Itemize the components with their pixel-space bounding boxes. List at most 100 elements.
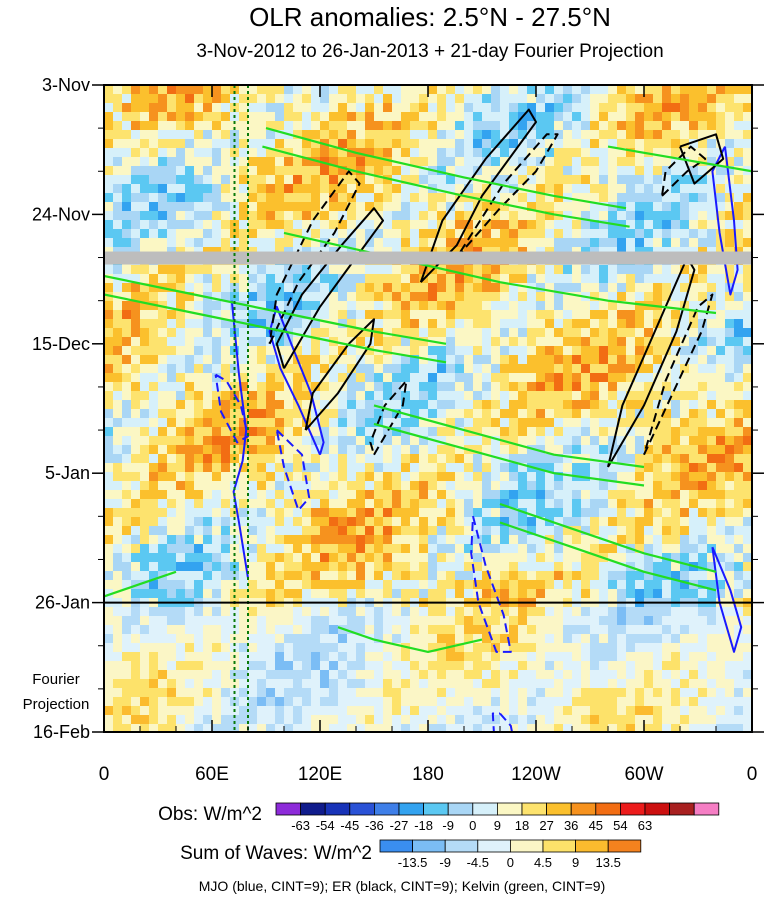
heatmap-cell: [698, 688, 708, 698]
heatmap-cell: [590, 409, 600, 419]
heatmap-cell: [527, 94, 537, 104]
heatmap-cell: [221, 472, 231, 482]
heatmap-cell: [572, 625, 582, 635]
heatmap-cell: [518, 418, 528, 428]
heatmap-cell: [725, 337, 735, 347]
heatmap-cell: [365, 652, 375, 662]
heatmap-cell: [122, 292, 132, 302]
heatmap-cell: [455, 337, 465, 347]
heatmap-cell: [743, 265, 752, 275]
heatmap-cell: [563, 94, 573, 104]
heatmap-cell: [545, 481, 555, 491]
heatmap-cell: [662, 400, 672, 410]
heatmap-cell: [194, 139, 204, 149]
heatmap-cell: [194, 688, 204, 698]
heatmap-cell: [158, 436, 168, 446]
heatmap-cell: [473, 274, 483, 284]
heatmap-cell: [437, 607, 447, 617]
heatmap-cell: [149, 211, 159, 221]
heatmap-cell: [266, 688, 276, 698]
heatmap-cell: [644, 373, 654, 383]
heatmap-cell: [482, 193, 492, 203]
heatmap-cell: [113, 283, 123, 293]
heatmap-cell: [347, 391, 357, 401]
heatmap-cell: [338, 283, 348, 293]
heatmap-cell: [491, 148, 501, 158]
heatmap-cell: [329, 499, 339, 509]
heatmap-cell: [275, 571, 285, 581]
heatmap-cell: [104, 85, 114, 95]
heatmap-cell: [482, 364, 492, 374]
heatmap-cell: [320, 166, 330, 176]
heatmap-cell: [185, 328, 195, 338]
heatmap-cell: [671, 202, 681, 212]
heatmap-cell: [536, 427, 546, 437]
heatmap-cell: [257, 499, 267, 509]
heatmap-cell: [473, 697, 483, 707]
heatmap-cell: [302, 112, 312, 122]
heatmap-cell: [356, 202, 366, 212]
heatmap-cell: [680, 121, 690, 131]
heatmap-cell: [329, 409, 339, 419]
heatmap-cell: [194, 670, 204, 680]
heatmap-cell: [374, 472, 384, 482]
heatmap-cell: [383, 103, 393, 113]
heatmap-cell: [599, 229, 609, 239]
heatmap-cell: [464, 139, 474, 149]
heatmap-cell: [653, 454, 663, 464]
heatmap-cell: [716, 166, 726, 176]
heatmap-cell: [689, 85, 699, 95]
heatmap-cell: [617, 508, 627, 518]
heatmap-cell: [374, 292, 384, 302]
heatmap-cell: [716, 400, 726, 410]
heatmap-cell: [329, 427, 339, 437]
heatmap-cell: [113, 373, 123, 383]
heatmap-cell: [491, 634, 501, 644]
heatmap-cell: [212, 220, 222, 230]
heatmap-cell: [293, 229, 303, 239]
heatmap-cell: [131, 517, 141, 527]
heatmap-cell: [437, 202, 447, 212]
heatmap-cell: [347, 670, 357, 680]
heatmap-cell: [284, 472, 294, 482]
heatmap-cell: [662, 238, 672, 248]
heatmap-cell: [734, 355, 744, 365]
heatmap-cell: [104, 454, 114, 464]
heatmap-cell: [338, 697, 348, 707]
heatmap-cell: [176, 454, 186, 464]
heatmap-cell: [167, 454, 177, 464]
heatmap-cell: [365, 670, 375, 680]
heatmap-cell: [113, 103, 123, 113]
heatmap-cell: [266, 643, 276, 653]
heatmap-cell: [338, 499, 348, 509]
heatmap-cell: [401, 193, 411, 203]
heatmap-cell: [536, 292, 546, 302]
heatmap-cell: [464, 508, 474, 518]
heatmap-cell: [275, 508, 285, 518]
heatmap-cell: [176, 679, 186, 689]
heatmap-cell: [482, 112, 492, 122]
heatmap-cell: [572, 400, 582, 410]
heatmap-cell: [626, 670, 636, 680]
heatmap-cell: [734, 220, 744, 230]
heatmap-cell: [302, 292, 312, 302]
heatmap-cell: [284, 211, 294, 221]
heatmap-cell: [293, 706, 303, 716]
heatmap-cell: [644, 112, 654, 122]
heatmap-cell: [194, 679, 204, 689]
heatmap-cell: [194, 283, 204, 293]
heatmap-cell: [689, 571, 699, 581]
heatmap-cell: [122, 661, 132, 671]
heatmap-cell: [248, 445, 258, 455]
heatmap-cell: [311, 643, 321, 653]
heatmap-cell: [221, 499, 231, 509]
heatmap-cell: [455, 526, 465, 536]
heatmap-cell: [473, 346, 483, 356]
heatmap-cell: [212, 427, 222, 437]
heatmap-cell: [230, 427, 240, 437]
heatmap-cell: [302, 220, 312, 230]
heatmap-cell: [104, 553, 114, 563]
heatmap-cell: [716, 463, 726, 473]
heatmap-cell: [545, 679, 555, 689]
heatmap-cell: [617, 544, 627, 554]
